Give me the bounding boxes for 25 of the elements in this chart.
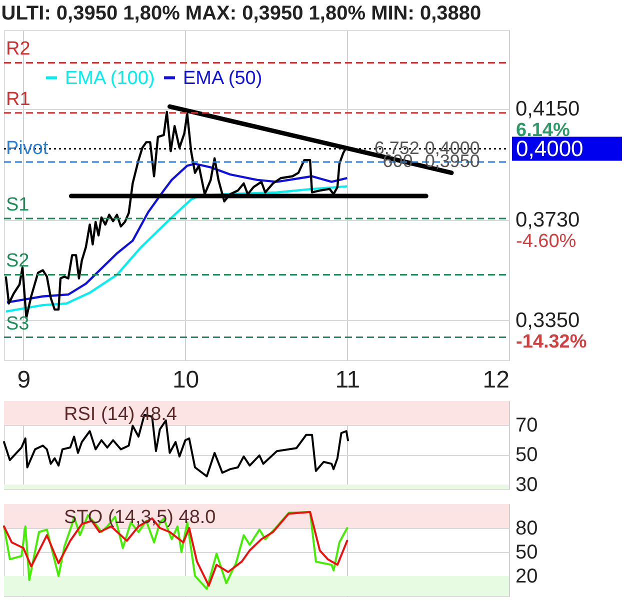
ref-line-label: R1: [6, 88, 30, 110]
chart-title: ULTI: 0,3950 1,80% MAX: 0,3950 1,80% MIN: 0,3880: [1, 2, 482, 24]
x-tick-label: 10: [172, 366, 200, 394]
y-tick-label: 20: [516, 566, 538, 588]
text: -4.60%: [516, 231, 576, 252]
y-tick-label: 0,3730: [516, 208, 580, 232]
ref-line-label: S1: [6, 194, 30, 216]
y-tick-label: 50: [516, 542, 538, 564]
ref-line-label: R2: [6, 38, 30, 60]
ref-line-label: S3: [6, 313, 30, 334]
y-tick-label: 70: [516, 414, 538, 436]
legend-label: EMA (50): [183, 68, 262, 89]
y-tick-label: 0,4150: [516, 98, 580, 121]
y-tick-label: 50: [516, 444, 538, 466]
y-tick-label: 30: [516, 474, 538, 496]
chart-title: RSI (14) 48.4: [64, 404, 178, 425]
y-tick-label: 80: [516, 518, 538, 540]
x-tick-label: 11: [335, 366, 360, 394]
y-tick-label: 0,3350: [516, 308, 580, 332]
ref-line-label: S2: [6, 250, 30, 272]
legend-label: EMA (100): [65, 68, 155, 89]
x-tick-label: 12: [482, 366, 510, 394]
text: -14.32%: [516, 331, 587, 352]
x-tick-label: 9: [17, 366, 31, 394]
ref-line-label: Pivot: [6, 138, 49, 159]
